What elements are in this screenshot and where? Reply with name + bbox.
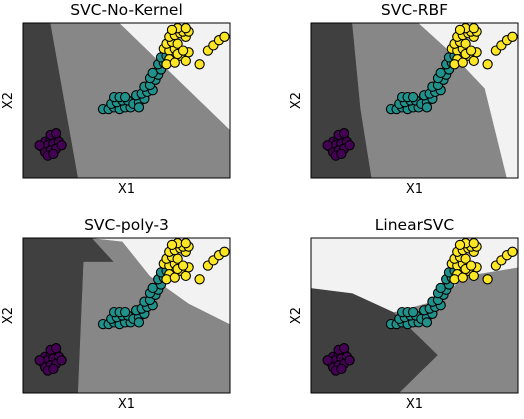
data-point-class-0: [56, 355, 67, 366]
axes-frame: [310, 237, 519, 394]
y-axis-label: X2: [289, 92, 304, 109]
data-point-class-2: [457, 272, 468, 283]
data-point-class-2: [180, 270, 191, 282]
axes-frame: [310, 22, 519, 179]
data-point-class-0: [50, 343, 62, 354]
data-point-class-0: [50, 128, 62, 139]
data-point-class-2: [177, 45, 189, 56]
data-point-class-2: [468, 23, 479, 34]
data-point-class-2: [507, 31, 518, 42]
x-axis-label: X1: [118, 397, 135, 412]
data-point-class-2: [219, 246, 230, 257]
data-point-class-0: [336, 148, 347, 160]
subplot-title: LinearSVC: [375, 216, 454, 234]
data-point-class-1: [407, 306, 419, 318]
data-point-class-1: [407, 91, 419, 103]
data-point-class-2: [161, 59, 172, 70]
decision-region-class-2: [119, 23, 230, 131]
data-point-class-2: [169, 57, 180, 68]
data-point-class-2: [468, 270, 479, 282]
axes-frame: [22, 237, 231, 394]
data-point-class-2: [180, 238, 191, 249]
decision-region-class-0: [23, 23, 79, 178]
data-point-class-0: [336, 363, 347, 375]
data-point-class-2: [465, 260, 477, 271]
data-point-class-2: [194, 274, 205, 285]
data-point-class-2: [194, 59, 205, 70]
data-point-class-2: [465, 45, 477, 56]
data-point-class-2: [180, 23, 191, 34]
subplot-title: SVC-No-Kernel: [70, 1, 183, 19]
data-point-class-2: [180, 55, 191, 67]
data-point-class-2: [449, 274, 460, 285]
x-axis-label: X1: [406, 182, 423, 197]
subplot-title: SVC-poly-3: [84, 216, 169, 234]
data-point-class-0: [34, 355, 45, 366]
y-axis-label: X2: [1, 307, 16, 324]
data-point-class-1: [119, 306, 131, 318]
data-point-class-0: [344, 140, 355, 151]
data-point-class-2: [482, 59, 493, 70]
x-axis-label: X1: [118, 182, 135, 197]
y-axis-label: X2: [1, 92, 16, 109]
plot-area: [311, 23, 518, 178]
subplot-title: SVC-RBF: [381, 1, 448, 19]
data-point-class-2: [177, 260, 189, 271]
plot-area: [311, 238, 518, 393]
data-point-class-2: [454, 24, 466, 36]
plot-area: [23, 238, 230, 393]
data-point-class-1: [133, 317, 145, 328]
axes-frame: [22, 22, 231, 179]
data-point-class-0: [56, 140, 67, 151]
data-point-class-1: [119, 91, 131, 103]
data-point-class-2: [166, 24, 178, 36]
subplot-svc-no-kernel: SVC-No-Kernel X1 X2: [1, 1, 231, 197]
data-point-class-0: [34, 140, 45, 151]
data-point-class-1: [133, 102, 145, 113]
data-point-class-2: [457, 57, 468, 68]
data-point-class-2: [454, 239, 466, 251]
data-point-class-2: [219, 31, 230, 42]
data-point-class-0: [322, 355, 333, 366]
data-point-class-2: [507, 246, 518, 257]
data-point-class-1: [421, 102, 433, 113]
subplot-svc-rbf: SVC-RBF X1 X2: [289, 1, 519, 197]
data-point-class-1: [421, 317, 433, 328]
subplot-svc-poly-3: SVC-poly-3 X1 X2: [1, 216, 231, 412]
data-point-class-2: [169, 272, 180, 283]
data-point-class-0: [338, 343, 350, 354]
y-axis-label: X2: [289, 307, 304, 324]
data-point-class-2: [468, 55, 479, 67]
data-point-class-2: [468, 238, 479, 249]
data-point-class-2: [449, 59, 460, 70]
x-axis-label: X1: [406, 397, 423, 412]
subplot-linearsvc: LinearSVC X1 X2: [289, 216, 519, 412]
data-point-class-0: [322, 140, 333, 151]
data-point-class-2: [166, 239, 178, 251]
data-point-class-2: [482, 274, 493, 285]
data-point-class-0: [338, 128, 350, 139]
data-point-class-0: [344, 355, 355, 366]
data-point-class-0: [48, 148, 59, 160]
data-point-class-0: [48, 363, 59, 375]
data-point-class-2: [161, 274, 172, 285]
plot-area: [23, 23, 230, 178]
